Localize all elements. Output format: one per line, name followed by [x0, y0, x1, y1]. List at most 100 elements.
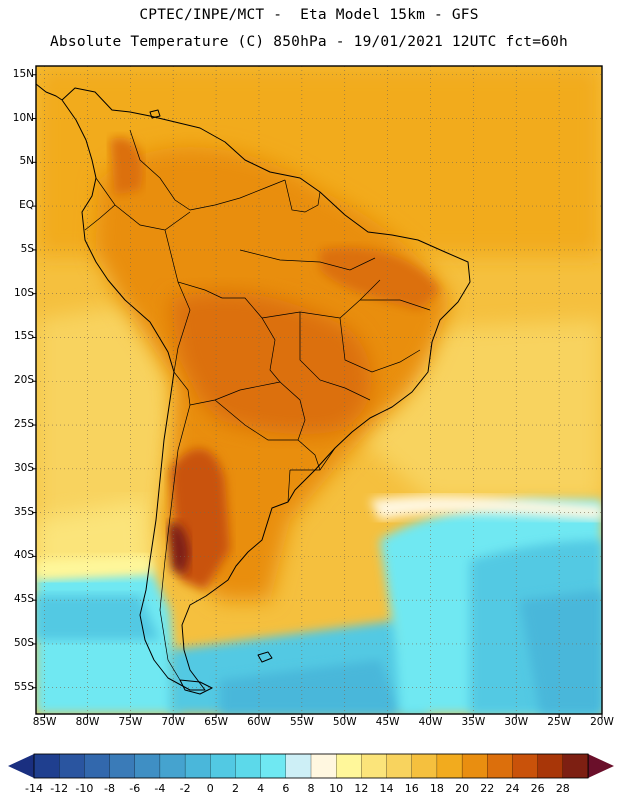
colorbar-label: 10 — [329, 782, 344, 795]
lat-label: 55S — [13, 680, 34, 693]
central-america-coastline — [35, 83, 63, 101]
lat-label: EQ — [19, 199, 34, 212]
brazil-state-lines — [239, 249, 431, 401]
colorbar-label: -4 — [154, 782, 166, 795]
lat-label: 25S — [13, 418, 34, 431]
lon-label: 30W — [504, 716, 529, 728]
colorbar-label: 16 — [404, 782, 419, 795]
border-uruguay — [287, 447, 336, 503]
lat-label: 20S — [13, 374, 34, 387]
colorbar-label: 24 — [505, 782, 520, 795]
colorbar-segment — [411, 753, 438, 779]
colorbar-segment — [461, 753, 488, 779]
colorbar-segment — [436, 753, 463, 779]
colorbar-label: 8 — [307, 782, 315, 795]
colorbar-segments — [33, 753, 589, 779]
caribbean-island — [149, 109, 161, 119]
tierra-del-fuego — [179, 679, 213, 695]
colorbar-label: -14 — [25, 782, 43, 795]
colorbar-segment — [386, 753, 413, 779]
lon-label: 40W — [418, 716, 443, 728]
colorbar — [8, 753, 614, 779]
lat-label: 40S — [13, 549, 34, 562]
map-title-line-2: Absolute Temperature (C) 850hPa - 19/01/… — [50, 34, 568, 50]
temperature-field — [36, 66, 602, 714]
colorbar-segment — [336, 753, 363, 779]
field-transition-band-atlantic — [370, 495, 602, 520]
coastlines — [35, 83, 471, 695]
colorbar-label: -2 — [179, 782, 191, 795]
colorbar-label: 2 — [231, 782, 239, 795]
colorbar-label: -12 — [50, 782, 69, 795]
colorbar-segment — [487, 753, 514, 779]
colorbar-segment — [537, 753, 564, 779]
map-title-line-1: CPTEC/INPE/MCT - Eta Model 15km - GFS — [139, 7, 479, 23]
field-northeast-hot — [320, 247, 440, 310]
lon-label: 70W — [161, 716, 186, 728]
colorbar-segment — [260, 753, 287, 779]
lon-label: 65W — [204, 716, 228, 728]
field-colombia-hot — [110, 137, 143, 195]
map-frame — [35, 65, 603, 715]
colorbar-segment — [184, 753, 211, 779]
colorbar-label: 14 — [379, 782, 394, 795]
colorbar-segment — [33, 753, 60, 779]
colorbar-label: 28 — [555, 782, 570, 795]
border-guianas — [284, 179, 321, 213]
lon-label: 35W — [461, 716, 486, 728]
colorbar-segment — [59, 753, 86, 779]
border-ecuador — [84, 204, 116, 231]
border-argentina-brazil — [297, 439, 321, 471]
border-bolivia-paraguay — [189, 381, 281, 406]
border-peru-bolivia — [173, 281, 191, 373]
lat-label: 35S — [13, 505, 34, 518]
country-borders — [84, 129, 431, 681]
colorbar-label: -10 — [75, 782, 94, 795]
border-brazil-bolivia — [222, 297, 281, 383]
lat-label: 5N — [19, 155, 34, 168]
field-south-pacific-cold — [36, 568, 180, 714]
field-south-atlantic-coldest — [520, 590, 602, 714]
colorbar-segment — [512, 753, 539, 779]
border-venezuela-colombia — [129, 129, 191, 211]
colorbar-label: 22 — [480, 782, 495, 795]
field-transition-band-pacific — [36, 555, 152, 580]
colorbar-label: 12 — [354, 782, 369, 795]
falklands — [257, 651, 273, 663]
south-america-coastline — [61, 87, 471, 691]
colorbar-label: -8 — [104, 782, 116, 795]
border-bolivia-chile — [173, 371, 191, 406]
border-venezuela-brazil — [189, 179, 286, 211]
colorbar-segment — [310, 753, 337, 779]
colorbar-label: 4 — [257, 782, 265, 795]
colorbar-segment — [235, 753, 262, 779]
lon-label: 75W — [118, 716, 143, 728]
lon-label: 25W — [547, 716, 571, 728]
lat-label: 15S — [13, 330, 34, 343]
lat-label: 30S — [13, 461, 34, 474]
colorbar-label: 20 — [455, 782, 470, 795]
colorbar-over-arrow — [588, 754, 614, 778]
border-chile-argentina — [159, 404, 191, 681]
colorbar-label: 26 — [530, 782, 545, 795]
colorbar-segment — [109, 753, 136, 779]
lat-label: 5S — [20, 242, 34, 255]
colorbar-segment — [159, 753, 186, 779]
field-continent-hot — [170, 291, 372, 435]
colorbar-label: 6 — [282, 782, 290, 795]
colorbar-segment — [285, 753, 312, 779]
border-paraguay-brazil — [279, 381, 306, 441]
lon-label: 45W — [375, 716, 400, 728]
lon-label: 50W — [332, 716, 357, 728]
colorbar-label: -6 — [129, 782, 141, 795]
field-south-pacific-colder — [36, 595, 160, 640]
colorbar-segment — [361, 753, 388, 779]
colorbar-label: 18 — [429, 782, 444, 795]
lon-label: 20W — [590, 716, 614, 728]
colorbar-segment — [84, 753, 111, 779]
lat-label: 15N — [12, 67, 34, 80]
lat-label: 10N — [12, 111, 34, 124]
colorbar-under-arrow — [8, 754, 34, 778]
colorbar-label: 0 — [206, 782, 214, 795]
colorbar-frame — [33, 753, 589, 779]
